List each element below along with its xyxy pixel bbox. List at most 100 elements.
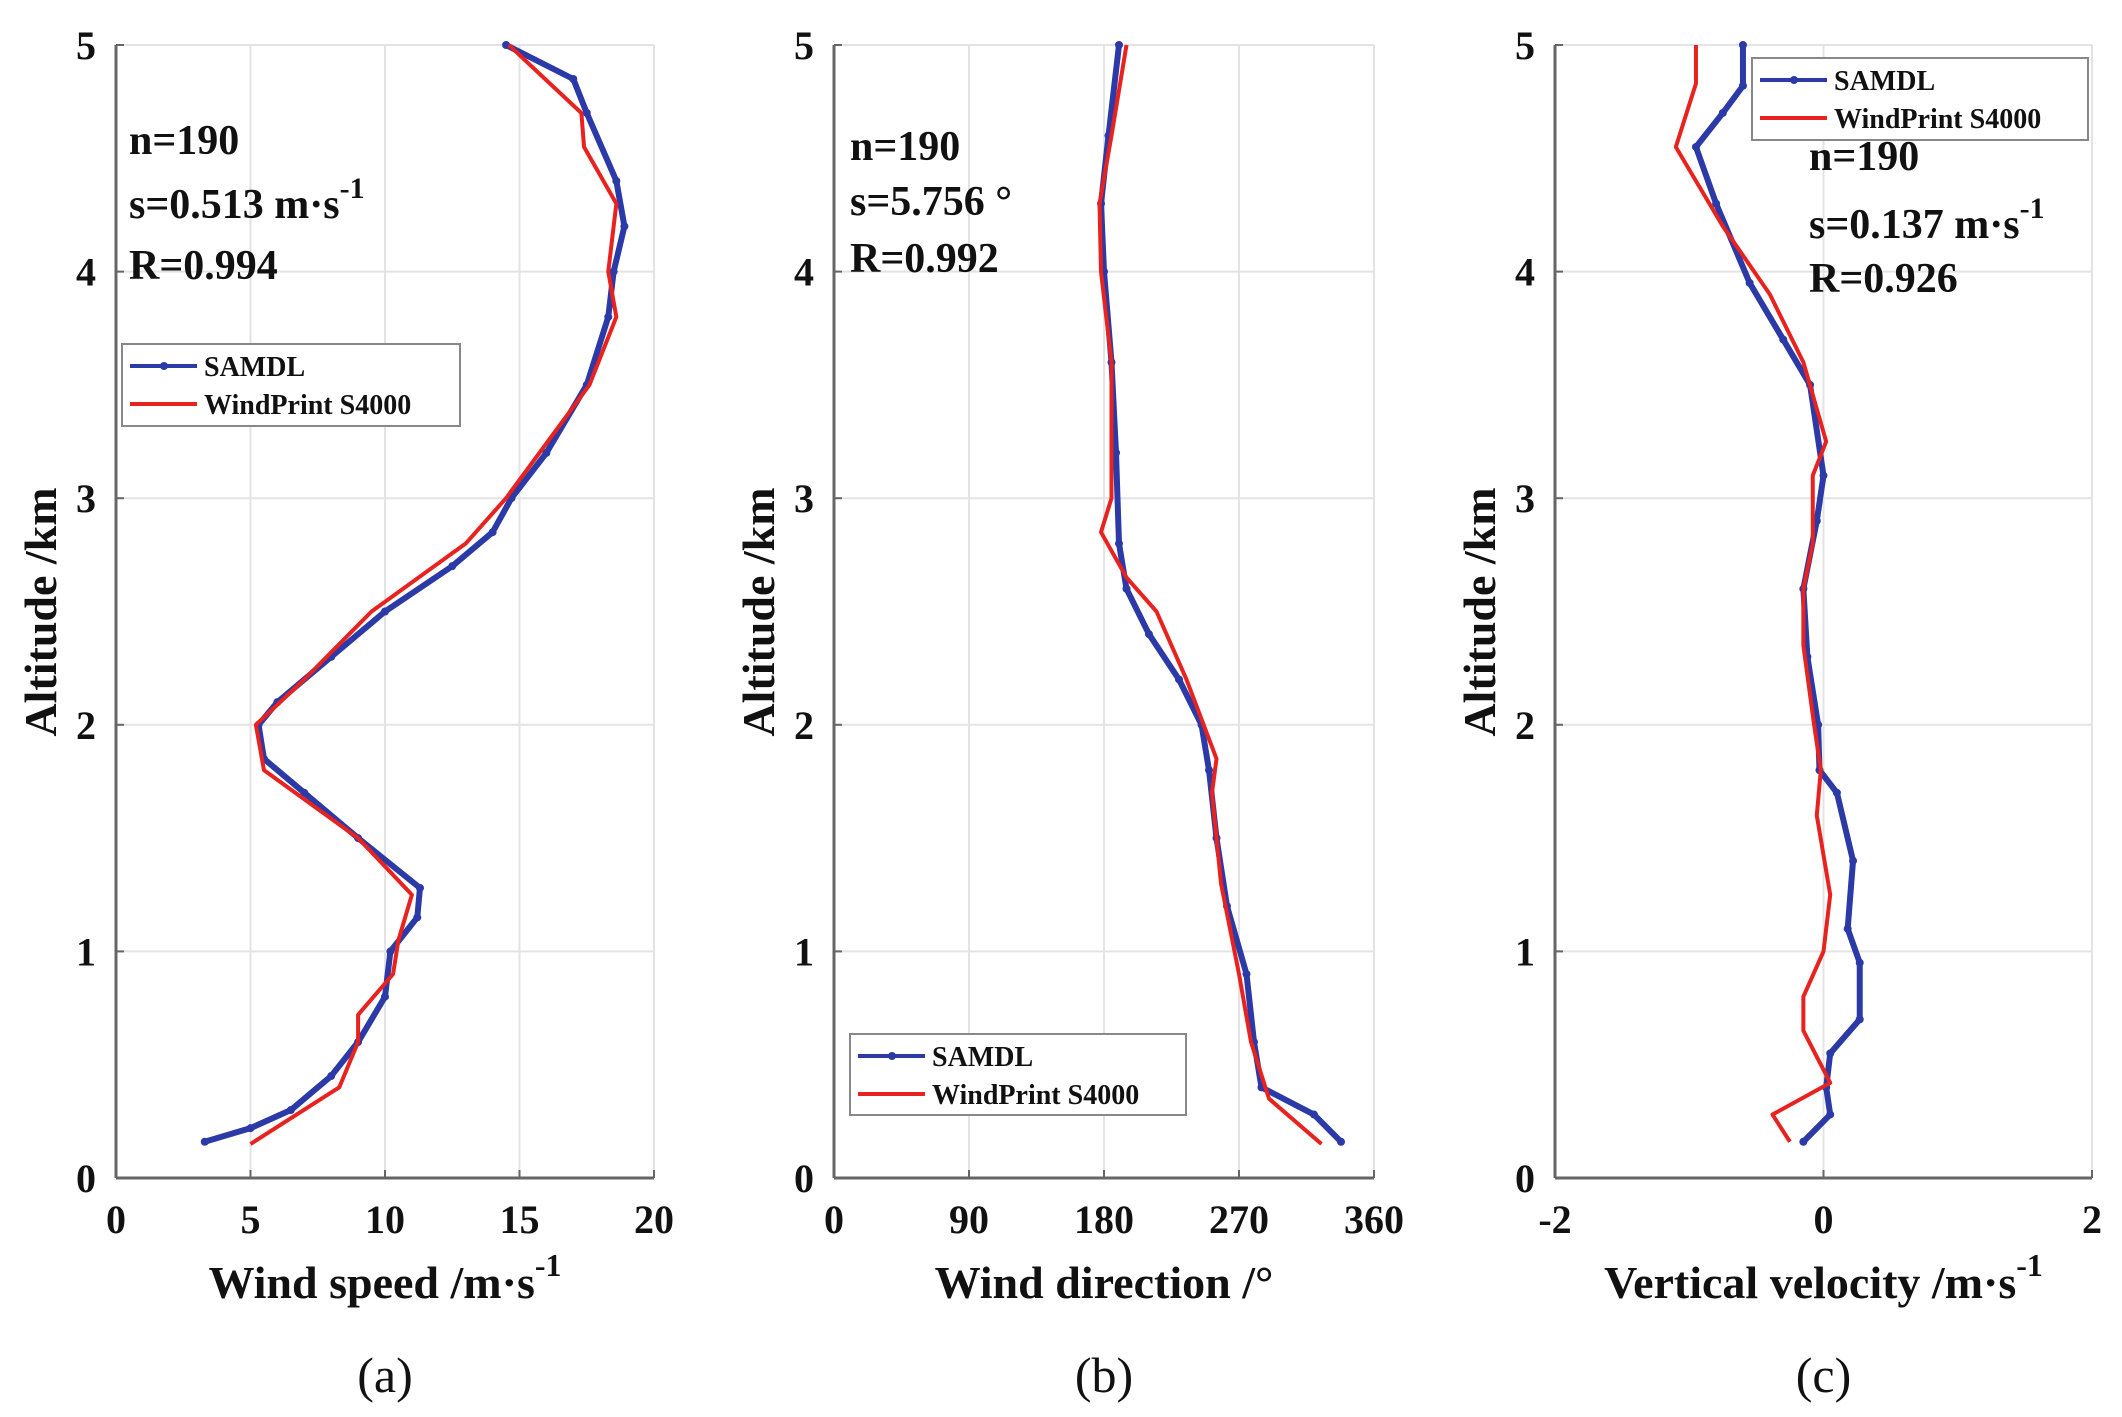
x-axis-label-superscript: -1 — [535, 1247, 562, 1283]
data-point-samdl — [1819, 471, 1828, 480]
legend-label: SAMDL — [1834, 66, 1935, 97]
x-axis-label: Vertical velocity /m·s-1 — [1604, 1247, 2043, 1308]
data-point-samdl — [1205, 766, 1213, 775]
panel-caption: (a) — [357, 1347, 413, 1403]
x-tick-label: 0 — [824, 1197, 844, 1242]
y-tick-label: 2 — [76, 703, 96, 748]
x-axis-label: Wind speed /m·s-1 — [208, 1247, 561, 1308]
x-tick-label: 270 — [1209, 1197, 1269, 1242]
data-point-samdl — [542, 448, 551, 457]
data-point-samdl — [1145, 630, 1153, 639]
data-point-samdl — [1826, 1110, 1835, 1119]
data-point-samdl — [1115, 539, 1123, 548]
data-point-samdl — [300, 788, 309, 797]
panel-caption: (b) — [1075, 1347, 1133, 1403]
y-axis-label: Altitude /km — [15, 487, 66, 736]
x-tick-label: 360 — [1344, 1197, 1404, 1242]
y-tick-label: 0 — [1515, 1156, 1535, 1201]
data-point-samdl — [620, 222, 629, 231]
data-point-samdl — [569, 74, 578, 83]
data-point-samdl — [1812, 516, 1821, 525]
data-point-samdl — [1799, 1137, 1808, 1146]
data-point-samdl — [1242, 970, 1251, 979]
x-tick-label: 180 — [1074, 1197, 1134, 1242]
legend: SAMDL WindPrint S4000 — [1751, 57, 2089, 141]
data-point-samdl — [1112, 448, 1120, 457]
data-point-samdl — [1855, 958, 1864, 967]
stat-s: s=0.137 m·s-1 — [1809, 192, 2045, 248]
legend-label: SAMDL — [204, 352, 305, 383]
data-point-samdl — [1832, 788, 1841, 797]
legend-box — [849, 1033, 1187, 1116]
legend: SAMDL WindPrint S4000 — [849, 1033, 1187, 1116]
legend-label: SAMDL — [932, 1042, 1033, 1073]
data-point-samdl — [1738, 41, 1747, 49]
y-axis-label: Altitude /km — [733, 487, 784, 736]
x-tick-label: 90 — [949, 1197, 989, 1242]
x-tick-label: 0 — [106, 1197, 126, 1242]
legend-marker — [1790, 76, 1798, 84]
legend-label: WindPrint S4000 — [932, 1080, 1139, 1111]
data-point-samdl — [246, 1124, 255, 1133]
y-tick-label: 3 — [76, 476, 96, 521]
data-point-samdl — [448, 562, 457, 571]
y-tick-label: 2 — [1515, 703, 1535, 748]
data-point-samdl — [1849, 856, 1858, 865]
data-point-samdl — [1843, 924, 1852, 933]
x-tick-label: 20 — [634, 1197, 674, 1242]
legend: SAMDL WindPrint S4000 — [121, 343, 461, 427]
y-tick-label: 1 — [76, 929, 96, 974]
y-tick-label: 3 — [1515, 476, 1535, 521]
legend-box — [121, 343, 461, 427]
x-tick-label: 10 — [365, 1197, 405, 1242]
data-point-samdl — [200, 1137, 209, 1146]
legend-box — [1751, 57, 2089, 141]
x-tick-label: 0 — [1814, 1197, 1834, 1242]
x-tick-label: 5 — [241, 1197, 261, 1242]
y-tick-label: 5 — [76, 23, 96, 68]
data-point-samdl — [415, 883, 424, 892]
legend-marker — [160, 362, 168, 370]
data-point-samdl — [1122, 584, 1131, 593]
data-point-samdl — [327, 1072, 336, 1081]
data-point-samdl — [286, 1106, 295, 1115]
y-tick-label: 4 — [794, 250, 814, 295]
data-point-samdl — [609, 267, 618, 276]
y-tick-label: 4 — [1515, 250, 1535, 295]
y-axis-label: Altitude /km — [1454, 487, 1505, 736]
y-tick-label: 0 — [794, 1156, 814, 1201]
data-point-samdl — [1738, 81, 1747, 90]
panel-caption: (c) — [1796, 1347, 1852, 1403]
data-point-samdl — [1745, 278, 1754, 287]
x-axis-label: Wind direction /° — [935, 1257, 1274, 1308]
series-line-windprint — [249, 43, 619, 1146]
stat-s-superscript: -1 — [340, 172, 365, 205]
x-tick-label: 15 — [500, 1197, 540, 1242]
panel-b: 0 90 180 270 360 0 1 2 3 4 5 Wind direction /° Altit… — [733, 23, 1404, 1403]
data-point-samdl — [381, 607, 389, 616]
y-tick-label: 4 — [76, 250, 96, 295]
data-point-samdl — [582, 108, 591, 117]
panel-a: 0 5 10 15 20 0 1 2 3 4 5 Wind speed /m·s-1 Altitude … — [15, 23, 674, 1403]
data-point-samdl — [488, 528, 497, 537]
data-point-samdl — [1310, 1110, 1318, 1119]
x-tick-label: 2 — [2082, 1197, 2102, 1242]
data-point-samdl — [1718, 108, 1727, 117]
y-tick-label: 0 — [76, 1156, 96, 1201]
data-point-samdl — [1115, 41, 1123, 49]
data-point-samdl — [1175, 675, 1183, 684]
data-point-samdl — [1712, 199, 1721, 208]
stat-r: R=0.926 — [1809, 256, 1958, 302]
stat-s-superscript: -1 — [2020, 192, 2045, 225]
y-tick-label: 1 — [794, 929, 814, 974]
data-point-samdl — [1779, 335, 1788, 344]
data-point-samdl — [1691, 142, 1700, 151]
data-point-samdl — [612, 176, 621, 185]
series-line-windprint — [1097, 44, 1323, 1146]
series-line-samdl — [1098, 44, 1344, 1144]
y-tick-label: 5 — [794, 23, 814, 68]
x-axis-label-superscript: -1 — [2016, 1247, 2043, 1283]
stat-n: n=190 — [129, 118, 239, 164]
